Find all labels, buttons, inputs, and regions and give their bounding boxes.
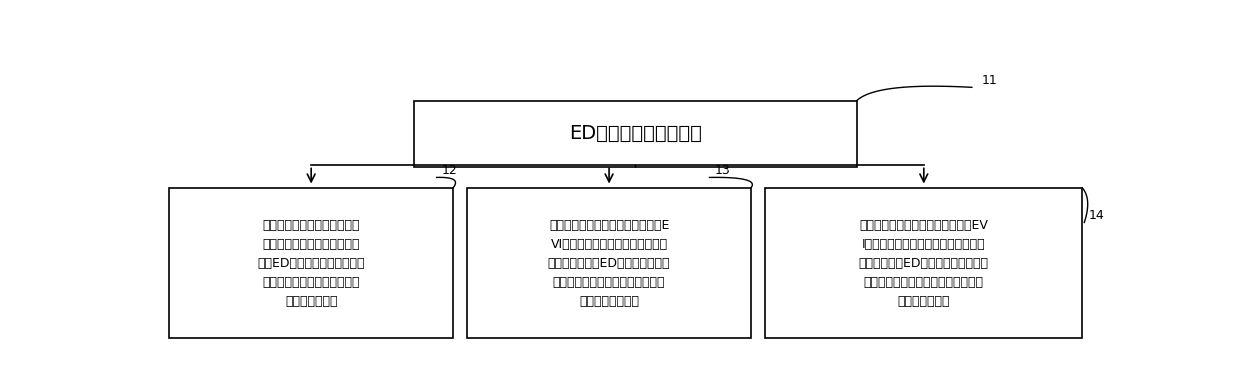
Text: 11: 11	[982, 74, 997, 87]
Bar	[467, 188, 750, 338]
Text: 13: 13	[714, 165, 730, 177]
Text: 12: 12	[441, 165, 458, 177]
Bar	[170, 188, 453, 338]
Text: 若接收该组播组查询报文的端口为EV
I隧道口，且该组播组查询报文未携带
转发标识，则ED将接收该组播组查询
报文的端口加入该组播组对应的虚拟
路由器端口列表: 若接收该组播组查询报文的端口为EV I隧道口，且该组播组查询报文未携带 转发标识…	[859, 218, 988, 308]
Bar	[414, 101, 857, 167]
Bar	[765, 188, 1083, 338]
Text: 14: 14	[1089, 209, 1105, 222]
Text: 若接收该组播组查询报文的端
口为与本站点设备相连的端口
，则ED将接收该组播组查询报
文的端口加入该组播组对应的
路由器端口列表: 若接收该组播组查询报文的端 口为与本站点设备相连的端口 ，则ED将接收该组播组查…	[258, 218, 365, 308]
Text: ED接收组播组查询报文: ED接收组播组查询报文	[569, 124, 702, 144]
Text: 若接收该组播组查询报文的端口为E
VI隧道口，且该组播组查询报文携
带转发标识，则ED将接收该组播组
查询报文的端口加入该组播组对应
的路由器端口列表: 若接收该组播组查询报文的端口为E VI隧道口，且该组播组查询报文携 带转发标识，…	[548, 218, 671, 308]
